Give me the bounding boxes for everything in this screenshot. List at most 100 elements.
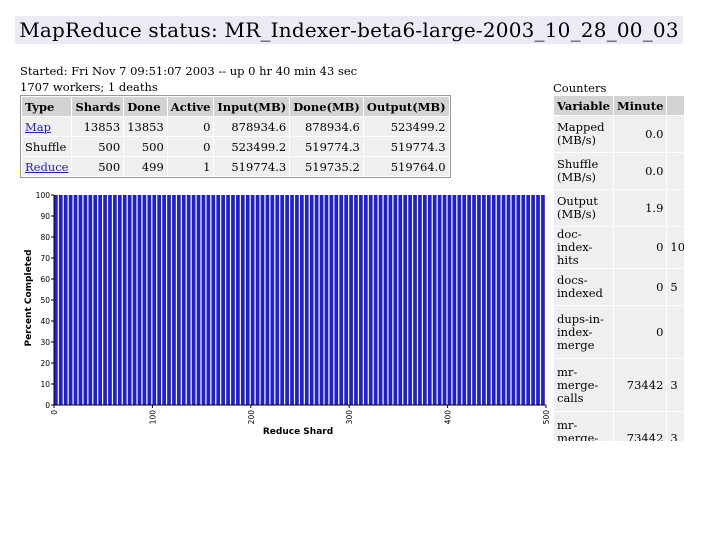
cell-shards: 500: [72, 137, 124, 156]
cell-type: Shuffle: [22, 137, 72, 156]
bar: [250, 195, 255, 405]
bar: [324, 195, 329, 405]
bar: [177, 195, 181, 405]
y-tick-label: 30: [40, 338, 50, 347]
bar: [211, 195, 216, 405]
table-row: Shuffle (MB/s) 0.0: [554, 153, 684, 189]
bar: [521, 195, 526, 405]
bar: [536, 195, 540, 405]
counter-variable: dups-in-index-merge: [554, 306, 613, 358]
bar: [167, 195, 171, 405]
bar: [329, 195, 334, 405]
bar: [413, 195, 417, 405]
bar: [68, 195, 73, 405]
status-table: Type Shards Done Active Input(MB) Done(M…: [20, 95, 451, 178]
counter-minute: 0: [613, 227, 667, 268]
cell-shards: 13853: [72, 117, 124, 136]
bar: [88, 195, 93, 405]
bar: [152, 195, 157, 405]
counter-minute: 0: [613, 306, 667, 358]
counter-variable: docs-indexed: [554, 269, 613, 305]
bar: [122, 195, 127, 405]
bar: [231, 195, 235, 405]
bar: [132, 195, 137, 405]
bar: [245, 195, 250, 405]
bar: [304, 195, 309, 405]
counter-variable: mr-merge-calls: [554, 359, 613, 411]
bar: [157, 195, 162, 405]
reduce-progress-chart: 0 10 20 30 40 50 60 70 80 90 100 0 100 200 300 400 500 P…: [24, 191, 551, 437]
bar: [373, 195, 378, 405]
map-link[interactable]: Map: [25, 119, 51, 134]
bar: [398, 195, 403, 405]
bar: [113, 195, 117, 405]
bar: [93, 195, 98, 405]
bar: [354, 195, 358, 405]
x-tick-label: 0: [50, 410, 59, 415]
bar: [541, 195, 545, 405]
cell-input: 878934.6: [214, 117, 290, 136]
cell-done: 500: [124, 137, 167, 156]
bar: [216, 195, 221, 405]
bar: [334, 195, 339, 405]
bar: [236, 195, 240, 405]
counters-panel: Variable Minute Mapped (MB/s) 0.0 Shuffle …: [553, 95, 684, 441]
counter-variable: Mapped (MB/s): [554, 116, 613, 152]
bar: [359, 195, 363, 405]
bar: [117, 195, 122, 405]
bar: [511, 195, 516, 405]
bar: [477, 195, 481, 405]
bar: [349, 195, 353, 405]
table-row: mr-merge-outputs734423: [554, 412, 684, 441]
bar: [442, 195, 447, 405]
table-row: docs-indexed 0 5: [554, 269, 684, 305]
bar: [285, 195, 289, 405]
bar: [314, 195, 319, 405]
bar: [280, 195, 285, 405]
bar: [172, 195, 176, 405]
counter-variable: Output (MB/s): [554, 190, 613, 226]
bar: [472, 195, 476, 405]
cell-done-mb: 519735.2: [290, 157, 363, 176]
bar: [482, 195, 486, 405]
table-row: mr-merge-calls 73442 3: [554, 359, 684, 411]
reduce-link[interactable]: Reduce: [25, 159, 69, 174]
y-tick-label: 60: [40, 275, 50, 284]
y-tick-label: 70: [40, 254, 50, 263]
bar: [206, 195, 211, 405]
bar: [191, 195, 196, 405]
bar: [418, 195, 422, 405]
bar: [432, 195, 437, 405]
cell-active: 0: [167, 137, 214, 156]
y-axis-label: Percent Completed: [24, 249, 34, 346]
bar: [186, 195, 191, 405]
col-extra: [667, 96, 684, 115]
bar: [383, 195, 388, 405]
bar: [221, 195, 225, 405]
counter-variable: mr-merge-outputs: [554, 412, 613, 441]
counters-header: Variable Minute: [554, 96, 684, 115]
table-row: Map 13853 13853 0 878934.6 878934.6 5234…: [22, 117, 449, 136]
y-tick-label: 100: [36, 191, 51, 200]
counter-extra: [667, 190, 684, 226]
cell-active: 1: [167, 157, 214, 176]
bar: [486, 195, 491, 405]
bar: [491, 195, 496, 405]
counter-variable: Shuffle (MB/s): [554, 153, 613, 189]
table-row: Mapped (MB/s) 0.0: [554, 116, 684, 152]
x-axis-label: Reduce Shard: [263, 427, 333, 437]
bar: [496, 195, 501, 405]
counter-minute: 0.0: [613, 116, 667, 152]
col-variable: Variable: [554, 96, 613, 115]
bar: [457, 195, 462, 405]
col-type: Type: [22, 97, 72, 116]
counter-extra: [667, 116, 684, 152]
bar: [58, 195, 63, 405]
cell-done-mb: 878934.6: [290, 117, 363, 136]
bar: [447, 195, 452, 405]
bar: [275, 195, 280, 405]
table-row: doc-index-hits01050: [554, 227, 684, 268]
bar: [344, 195, 348, 405]
col-done: Done: [124, 97, 167, 116]
table-row: Shuffle 500 500 0 523499.2 519774.3 5197…: [22, 137, 449, 156]
